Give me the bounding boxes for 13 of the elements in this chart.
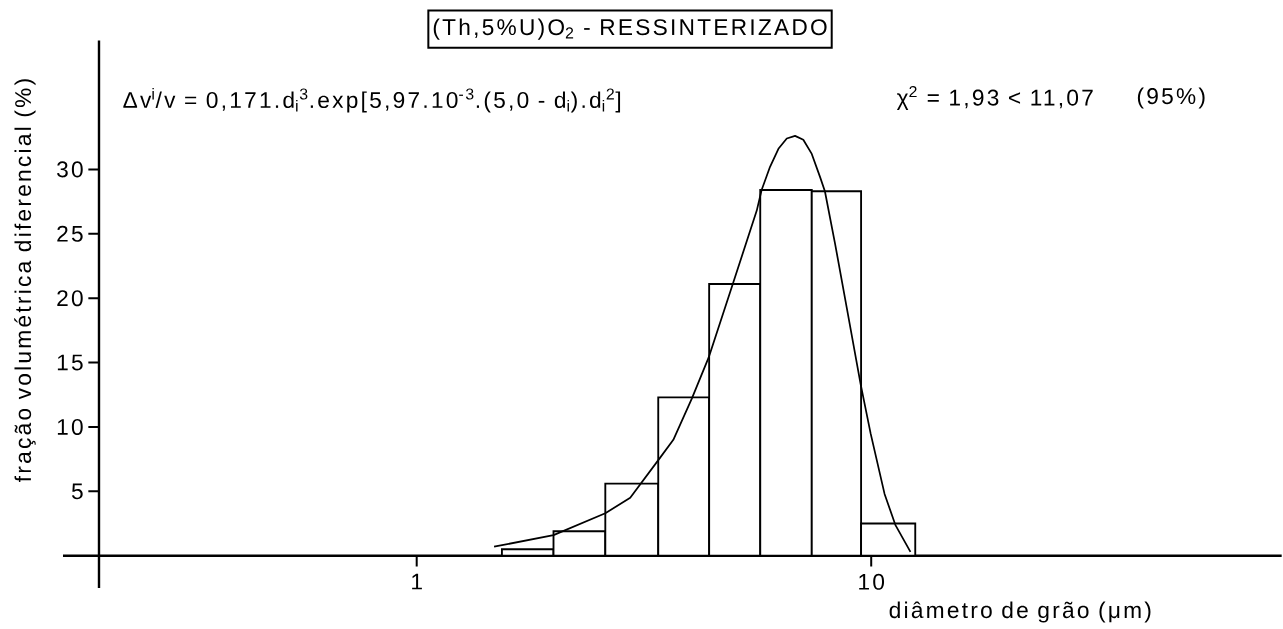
y-tick-label: 10 (57, 418, 83, 435)
y-tick-label: 25 (57, 225, 83, 242)
x-axis-title: diâmetro de grão (μm) (889, 601, 1151, 623)
text: Δv$^{i}$/v = 0,171.d$_{i}$$^{3}$.exp[5,97.10$^{-3}$.(5,0 - d$_{i}$).d$_{i}$$^{2}$] (123, 87, 621, 113)
y-tick-label: 30 (57, 161, 83, 178)
y-tick-label: 5 (71, 483, 83, 500)
y-tick-label: 15 (57, 354, 83, 371)
annotation: (95%) (1137, 87, 1205, 109)
x-tick-label: 1 (412, 573, 422, 590)
chart-title: (Th,5%U)O$_{2}$ - RESSINTERIZADO (433, 18, 827, 40)
y-tick-label: 20 (57, 290, 83, 307)
annotation: χ$^{2}$ = 1,93 < 11,07 (896, 85, 1093, 111)
y-axis-title: fração volumétrica diferencial (%) (14, 79, 36, 482)
